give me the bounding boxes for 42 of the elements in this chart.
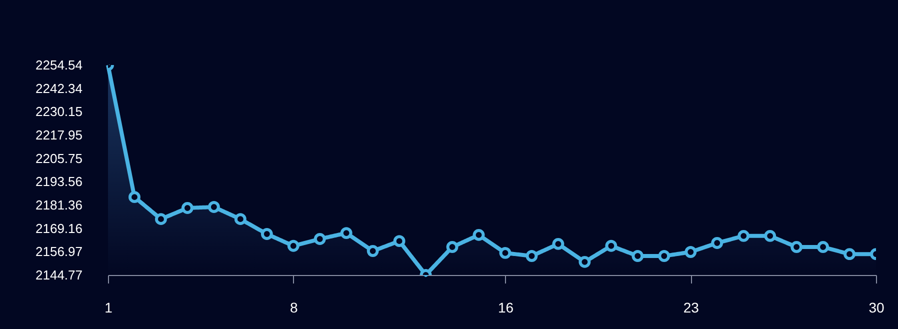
x-tick-label: 23 (683, 300, 700, 316)
point (314, 233, 326, 245)
y-tick-label: 2144.77 (36, 268, 82, 282)
point (181, 202, 194, 214)
x-tick-label: 8 (290, 300, 298, 316)
x-tick-label: 30 (868, 300, 884, 316)
point (446, 241, 458, 253)
point (154, 213, 167, 226)
point (234, 213, 246, 226)
point (552, 238, 564, 250)
y-tick-label: 2242.34 (36, 80, 82, 96)
point (499, 246, 512, 259)
point (526, 250, 538, 262)
point (472, 228, 485, 241)
y-tick-label: 2217.95 (36, 128, 82, 142)
point (844, 248, 856, 260)
y-tick-label: 2254.54 (36, 58, 82, 72)
point (208, 201, 220, 213)
point (658, 250, 670, 262)
point (684, 246, 697, 258)
point (605, 240, 618, 252)
y-tick-label: 2169.16 (36, 220, 82, 236)
point (340, 227, 352, 240)
x-tick-label: 16 (498, 300, 514, 316)
point (632, 250, 644, 262)
y-tick-label: 2230.15 (36, 104, 82, 120)
x-tick-label: 1 (104, 300, 113, 316)
point (738, 230, 750, 242)
y-tick-label: 2181.36 (36, 198, 82, 212)
y-tick-label: 2156.97 (36, 244, 82, 260)
point (366, 245, 379, 257)
point (817, 241, 830, 253)
point (790, 241, 803, 253)
point (578, 256, 591, 268)
point (393, 235, 406, 248)
point (128, 191, 140, 204)
y-tick-label: 2205.75 (36, 150, 82, 166)
point (260, 228, 273, 240)
y-tick-label: 2193.56 (36, 174, 82, 190)
point (287, 240, 300, 252)
point (764, 230, 776, 242)
point (711, 237, 724, 249)
